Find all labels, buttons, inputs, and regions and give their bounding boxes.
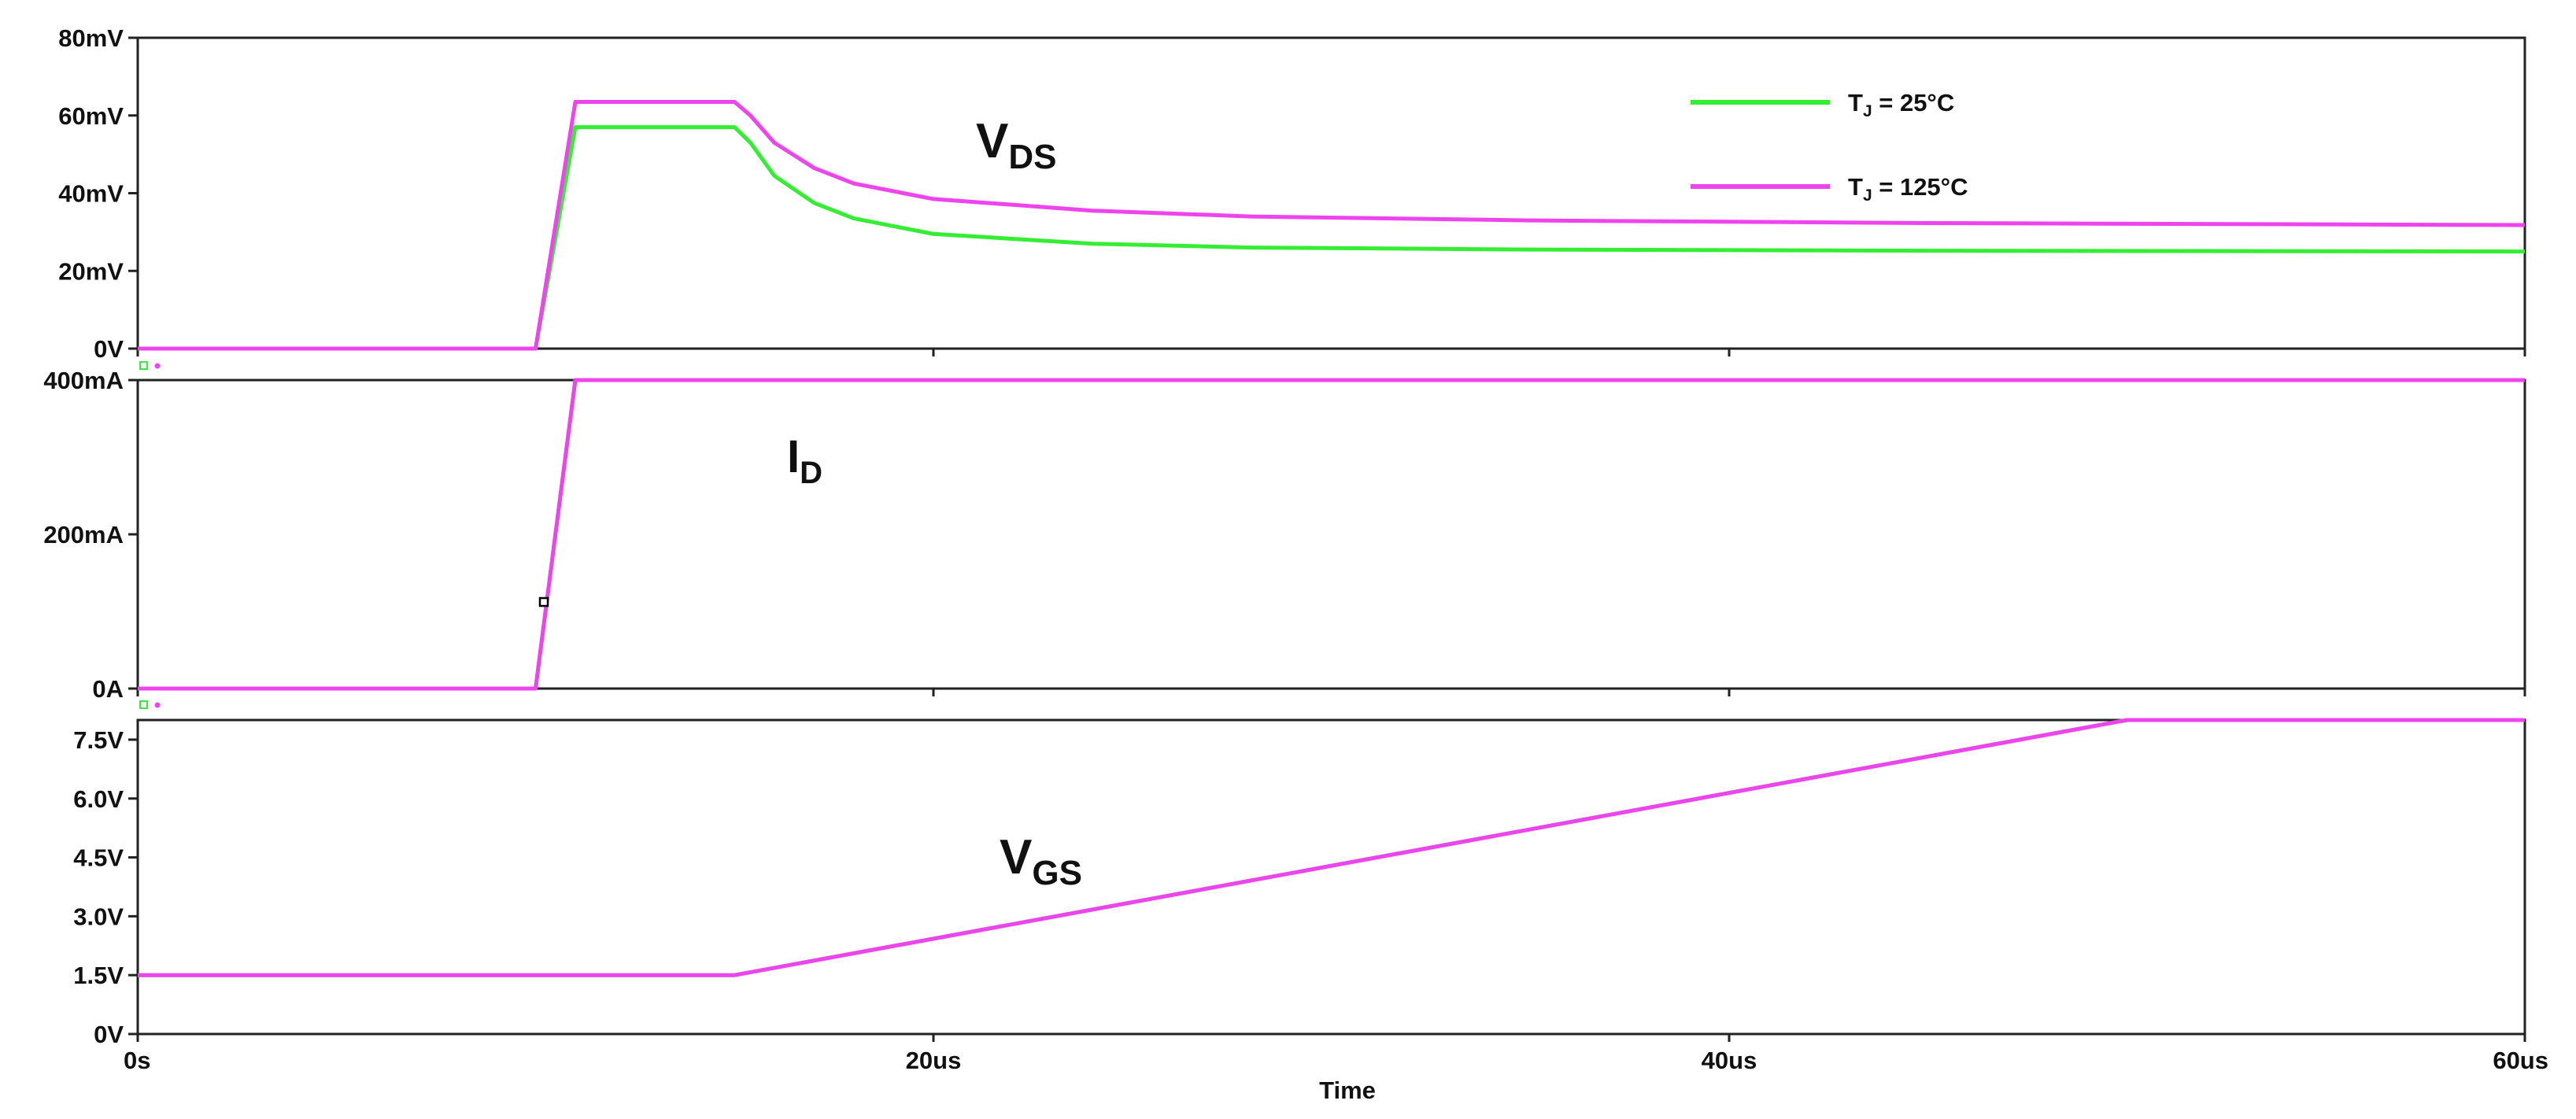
legend: TJ = 25°CTJ = 125°C [1691, 89, 1968, 205]
x-axis-label: Time [1319, 1077, 1376, 1104]
series-label-subscript: DS [1008, 138, 1056, 176]
series-label-id: ID [787, 431, 822, 490]
x-tick-label: 60us [2493, 1047, 2548, 1074]
legend-label-main: T [1848, 173, 1863, 201]
y-tick-label: 0V [94, 1021, 124, 1048]
series-label-main: V [976, 114, 1008, 168]
cursor-marker [538, 596, 549, 608]
trace-marker-125c [154, 702, 161, 708]
y-tick-label: 60mV [58, 102, 124, 130]
legend-label-1: TJ = 25°C [1848, 89, 1954, 120]
series-label-main: I [787, 431, 800, 482]
series-label-main: V [1000, 830, 1032, 884]
x-tick-label: 0s [124, 1047, 150, 1074]
y-tick-label: 40mV [58, 180, 124, 208]
legend-label-rest: = 125°C [1872, 173, 1968, 201]
y-tick-label: 0V [94, 335, 124, 363]
y-tick-label: 1.5V [73, 962, 124, 989]
trace-marker-25c [139, 361, 148, 370]
trace-marker-25c [139, 700, 148, 709]
x-tick-label: 40us [1702, 1047, 1757, 1074]
y-tick-label: 20mV [58, 257, 124, 285]
y-tick-label: 4.5V [73, 844, 124, 872]
legend-label-subscript: J [1863, 102, 1872, 120]
y-tick-label: 400mA [43, 367, 124, 394]
y-tick-label: 0A [92, 675, 124, 703]
plot-frame [136, 718, 2526, 1036]
series-label-subscript: GS [1032, 854, 1082, 892]
plot-frame [136, 379, 2526, 690]
series-label-vgs: VGS [1000, 830, 1082, 892]
series-line-id-2 [138, 378, 2525, 691]
x-tick-label: 20us [906, 1047, 962, 1074]
trace-marker-125c [154, 363, 161, 369]
legend-label-main: T [1848, 89, 1863, 116]
y-tick-label: 80mV [58, 24, 124, 52]
series-line-vds-1 [138, 125, 2526, 351]
legend-label-subscript: J [1863, 186, 1872, 205]
legend-label-rest: = 25°C [1872, 89, 1955, 116]
y-tick-label: 200mA [43, 521, 124, 548]
series-line-vds-2 [138, 100, 2526, 351]
legend-label-2: TJ = 125°C [1848, 173, 1968, 205]
series-line-vgs-2 [138, 718, 2525, 977]
y-tick-label: 3.0V [73, 903, 124, 930]
series-label-vds: VDS [976, 114, 1056, 176]
panel-vgs: 0V 1.5V 3.0V 4.5V 6.0V 7.5V VGS [73, 718, 2526, 1048]
panel-vds: 0V 20mV 40mV 60mV 80mV VDS [58, 24, 2526, 363]
y-tick-label: 6.0V [73, 785, 124, 813]
plot-frame [136, 36, 2526, 350]
y-tick-label: 7.5V [73, 726, 124, 754]
panel-id: 0A 200mA 400mA ID [43, 367, 2526, 703]
series-label-subscript: D [800, 456, 822, 490]
